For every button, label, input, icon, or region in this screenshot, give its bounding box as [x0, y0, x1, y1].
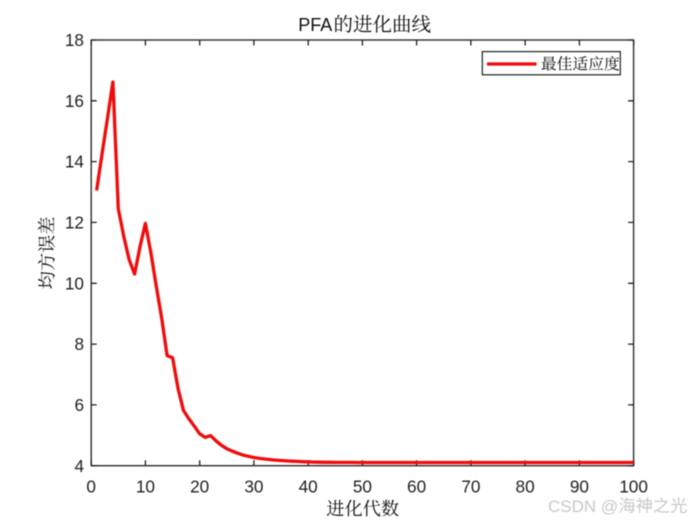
svg-text:14: 14	[65, 152, 85, 172]
svg-text:20: 20	[190, 477, 209, 497]
svg-text:PFA: PFA	[298, 15, 332, 35]
svg-text:6: 6	[74, 395, 84, 415]
svg-text:18: 18	[65, 30, 84, 50]
svg-text:90: 90	[570, 477, 589, 497]
svg-text:40: 40	[299, 477, 318, 497]
svg-text:16: 16	[65, 91, 84, 111]
svg-text:100: 100	[619, 477, 648, 497]
svg-text:10: 10	[65, 273, 84, 293]
svg-text:70: 70	[461, 477, 480, 497]
svg-text:80: 80	[516, 477, 535, 497]
svg-text:60: 60	[407, 477, 426, 497]
svg-text:8: 8	[74, 334, 84, 354]
svg-text:30: 30	[244, 477, 263, 497]
svg-text:0: 0	[86, 477, 96, 497]
svg-text:CSDN @: CSDN @	[548, 497, 618, 516]
svg-text:12: 12	[65, 213, 84, 233]
svg-text:4: 4	[74, 456, 84, 476]
svg-text:50: 50	[353, 477, 372, 497]
svg-text:10: 10	[136, 477, 155, 497]
